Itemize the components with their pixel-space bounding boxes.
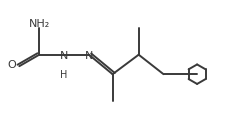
Text: H: H xyxy=(60,70,68,79)
Text: N: N xyxy=(60,50,68,60)
Text: NH₂: NH₂ xyxy=(28,18,50,28)
Text: O: O xyxy=(7,59,16,69)
Text: N: N xyxy=(85,50,93,60)
